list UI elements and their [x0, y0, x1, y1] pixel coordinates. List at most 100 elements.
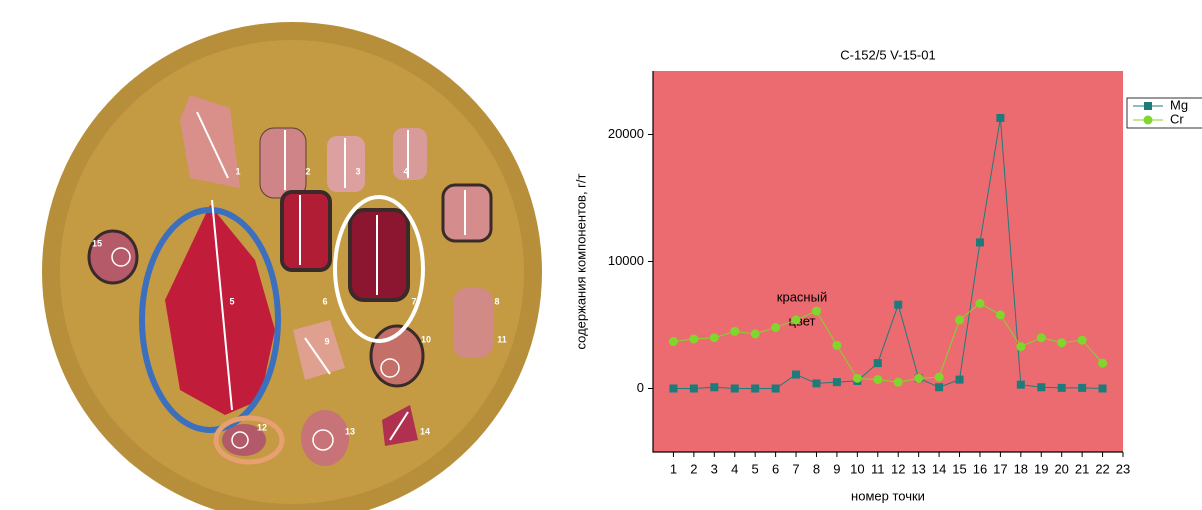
- x-tick-label: 18: [1014, 461, 1028, 476]
- x-tick-label: 16: [973, 461, 987, 476]
- x-tick-label: 8: [813, 461, 820, 476]
- y-tick-label: 20000: [608, 126, 644, 141]
- marker: [690, 385, 698, 393]
- grain: [282, 192, 330, 270]
- figure: 123456789101112131415 C-152/5 V-15-01ном…: [0, 0, 1202, 510]
- grain: [443, 185, 491, 241]
- grain-label: 5: [229, 296, 234, 306]
- grain-label: 3: [355, 166, 360, 176]
- annotation: красный: [777, 289, 827, 304]
- x-tick-label: 22: [1095, 461, 1109, 476]
- grain-label: 6: [322, 296, 327, 306]
- x-tick-label: 19: [1034, 461, 1048, 476]
- x-tick-label: 20: [1054, 461, 1068, 476]
- x-axis-label: номер точки: [851, 488, 925, 503]
- marker: [812, 307, 821, 316]
- marker: [833, 378, 841, 386]
- marker: [772, 385, 780, 393]
- x-tick-label: 17: [993, 461, 1007, 476]
- marker: [1098, 359, 1107, 368]
- marker: [832, 341, 841, 350]
- marker: [1037, 383, 1045, 391]
- grain-label: 15: [92, 238, 102, 248]
- x-tick-label: 10: [850, 461, 864, 476]
- grain: [260, 128, 306, 198]
- y-tick-label: 10000: [608, 253, 644, 268]
- grain-label: 9: [324, 336, 329, 346]
- x-tick-label: 2: [690, 461, 697, 476]
- grain: [301, 410, 349, 466]
- marker: [975, 299, 984, 308]
- marker: [955, 315, 964, 324]
- marker: [873, 375, 882, 384]
- marker: [1037, 333, 1046, 342]
- grain-label: 13: [345, 426, 355, 436]
- marker: [956, 376, 964, 384]
- grain-label: 14: [420, 426, 430, 436]
- grain-label: 11: [497, 334, 507, 344]
- marker: [935, 383, 943, 391]
- marker: [771, 323, 780, 332]
- x-tick-label: 15: [952, 461, 966, 476]
- marker: [1058, 384, 1066, 392]
- marker: [1016, 342, 1025, 351]
- x-tick-label: 7: [792, 461, 799, 476]
- x-tick-label: 5: [752, 461, 759, 476]
- x-tick-label: 21: [1075, 461, 1089, 476]
- marker: [710, 333, 719, 342]
- marker: [1078, 384, 1086, 392]
- x-tick-label: 9: [833, 461, 840, 476]
- grain-label: 7: [411, 296, 416, 306]
- marker: [1057, 338, 1066, 347]
- plot-background: [653, 71, 1123, 452]
- x-tick-label: 4: [731, 461, 738, 476]
- marker: [874, 359, 882, 367]
- x-tick-label: 3: [711, 461, 718, 476]
- marker: [669, 385, 677, 393]
- grain-label: 10: [421, 334, 431, 344]
- grain-label: 8: [494, 296, 499, 306]
- marker: [731, 385, 739, 393]
- marker: [730, 327, 739, 336]
- grain-label: 12: [257, 422, 267, 432]
- marker: [812, 379, 820, 387]
- marker: [996, 114, 1004, 122]
- y-axis-label: содержания компонентов, г/т: [573, 173, 588, 349]
- marker: [669, 337, 678, 346]
- grain: [350, 210, 408, 300]
- legend-marker: [1144, 102, 1152, 110]
- x-tick-label: 14: [932, 461, 946, 476]
- marker: [914, 374, 923, 383]
- y-tick-label: 0: [637, 380, 644, 395]
- grain: [453, 288, 493, 358]
- legend-box: [1127, 98, 1202, 128]
- marker: [976, 238, 984, 246]
- marker: [751, 385, 759, 393]
- legend-marker: [1144, 116, 1153, 125]
- x-tick-label: 23: [1116, 461, 1130, 476]
- x-tick-label: 6: [772, 461, 779, 476]
- marker: [1017, 381, 1025, 389]
- marker: [894, 301, 902, 309]
- grain-label: 2: [305, 166, 310, 176]
- marker: [935, 373, 944, 382]
- grain: [393, 128, 427, 180]
- marker: [894, 378, 903, 387]
- marker: [689, 334, 698, 343]
- x-tick-label: 12: [891, 461, 905, 476]
- marker: [1078, 336, 1087, 345]
- marker: [792, 371, 800, 379]
- marker: [1099, 385, 1107, 393]
- marker: [996, 310, 1005, 319]
- marker: [853, 374, 862, 383]
- x-tick-label: 13: [911, 461, 925, 476]
- x-tick-label: 11: [871, 461, 885, 476]
- marker: [792, 315, 801, 324]
- grain-label: 1: [235, 166, 240, 176]
- legend-label: Cr: [1170, 111, 1184, 126]
- x-tick-label: 1: [670, 461, 677, 476]
- grain-label: 4: [403, 166, 408, 176]
- chart-title: C-152/5 V-15-01: [840, 47, 935, 62]
- marker: [710, 383, 718, 391]
